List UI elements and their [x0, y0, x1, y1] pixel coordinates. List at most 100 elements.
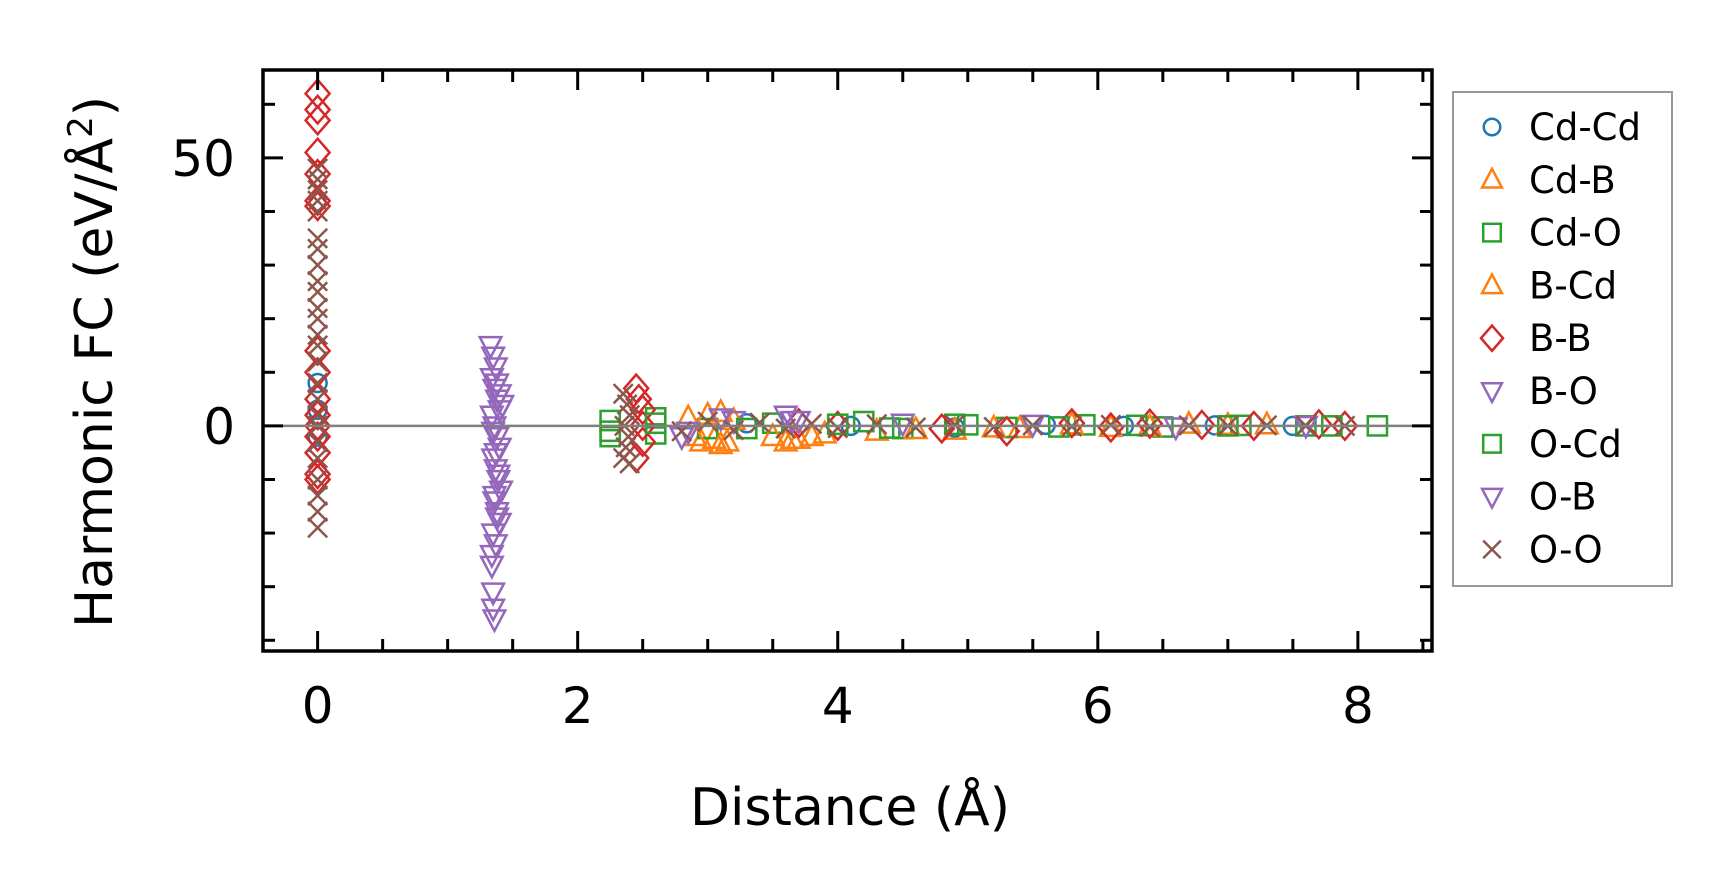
y-axis-label: Harmonic FC (eV/Å2)	[61, 96, 125, 628]
data-point-o-b	[484, 507, 510, 532]
data-point-o-o	[307, 404, 329, 426]
legend-marker-icon	[1480, 487, 1504, 511]
legend-marker-icon	[1480, 166, 1504, 189]
legend-label: Cd-B	[1529, 159, 1616, 202]
data-point-cd-cd	[307, 372, 328, 394]
data-point-o-b	[486, 400, 513, 425]
legend-item-b-o: B-O	[1480, 370, 1598, 413]
data-point-o-o	[307, 431, 329, 453]
data-point-o-o	[307, 517, 329, 539]
data-point-b-o	[478, 555, 505, 580]
data-point-o-b	[482, 443, 509, 468]
data-point-b-b	[303, 93, 332, 126]
legend-label: O-B	[1529, 476, 1597, 519]
data-point-cd-b	[941, 415, 968, 440]
data-point-b-o	[720, 410, 747, 436]
data-point-o-b	[1292, 415, 1319, 441]
data-point-o-o	[307, 168, 329, 190]
data-point-o-o	[307, 485, 329, 507]
data-point-o-o	[671, 420, 693, 442]
data-point-o-o	[307, 388, 329, 410]
data-point-o-o	[612, 383, 634, 405]
legend-marker-icon	[1482, 539, 1502, 560]
data-point-o-o	[307, 351, 329, 373]
data-point-b-b	[1097, 411, 1125, 444]
data-point-b-b	[303, 136, 332, 169]
data-point-cd-b	[1253, 410, 1280, 435]
data-point-o-cd	[644, 412, 667, 435]
data-point-o-o	[307, 297, 329, 319]
legend-label: B-O	[1529, 370, 1598, 413]
data-point-o-b	[707, 408, 734, 433]
data-point-o-b	[478, 544, 505, 570]
legend-item-cd-cd: Cd-Cd	[1482, 106, 1641, 149]
legend-item-o-cd: O-Cd	[1481, 423, 1622, 466]
data-point-o-b	[480, 421, 507, 446]
data-point-o-b	[1162, 417, 1189, 442]
data-point-o-o	[307, 254, 329, 276]
data-point-o-o	[307, 335, 329, 356]
data-point-o-b	[481, 485, 508, 511]
x-axis-label: Distance (Å)	[690, 776, 1010, 838]
data-point-o-o	[827, 417, 849, 439]
data-point-b-b	[625, 383, 653, 415]
data-point-b-b	[303, 463, 332, 496]
data-point-o-o	[801, 413, 823, 435]
data-point-b-b	[629, 394, 657, 426]
legend-label: O-O	[1529, 528, 1603, 571]
data-point-cd-o	[891, 417, 914, 440]
data-point-o-o	[697, 411, 719, 433]
data-point-cd-b	[714, 427, 741, 452]
data-point-o-o	[307, 201, 329, 222]
data-point-b-b	[1305, 408, 1333, 440]
legend-label: Cd-Cd	[1529, 106, 1641, 149]
y-tick-label: 50	[171, 130, 235, 188]
data-point-o-o	[905, 417, 927, 438]
data-point-b-b	[303, 420, 332, 453]
data-point-b-b	[1331, 410, 1359, 442]
data-point-b-o	[481, 609, 508, 634]
data-point-o-o	[723, 419, 745, 441]
data-point-o-o	[619, 404, 641, 426]
data-point-o-b	[480, 598, 507, 623]
data-point-o-o	[866, 413, 888, 435]
data-point-b-cd	[1214, 410, 1241, 436]
axis-ticks	[263, 70, 1432, 651]
data-point-o-o	[307, 270, 329, 292]
data-point-o-o	[307, 324, 329, 346]
legend-item-b-b: B-B	[1479, 317, 1592, 360]
data-point-b-b	[928, 412, 956, 445]
data-point-o-o	[775, 418, 797, 440]
data-point-o-o	[307, 238, 329, 260]
x-tick-label: 6	[1082, 677, 1114, 735]
legend-marker-icon	[1479, 323, 1505, 353]
legend-marker-icon	[1480, 382, 1504, 405]
data-point-b-b	[303, 335, 332, 367]
data-point-b-b	[303, 158, 332, 190]
legend-label: O-Cd	[1529, 423, 1622, 466]
data-point-b-b	[303, 458, 332, 490]
data-point-o-o	[307, 179, 329, 201]
legend-item-b-cd: B-Cd	[1480, 264, 1617, 307]
data-point-o-o	[307, 308, 329, 330]
y-tick-label: 0	[203, 398, 235, 456]
x-tick-label: 8	[1342, 677, 1374, 735]
data-point-b-cd	[1058, 410, 1085, 435]
legend-marker-icon	[1481, 433, 1503, 454]
data-point-b-b	[303, 190, 332, 222]
data-point-o-cd	[735, 417, 758, 440]
x-tick-label: 0	[302, 677, 334, 735]
data-point-o-b	[485, 464, 512, 489]
data-point-o-o	[307, 501, 329, 523]
data-markers	[303, 77, 1389, 634]
legend-item-cd-b: Cd-B	[1480, 159, 1616, 202]
legend: Cd-Cd Cd-B Cd-O B-Cd B-B B-O O-Cd O-B O-O	[1452, 91, 1673, 587]
x-tick-labels: 0 2 4 6 8	[302, 677, 1374, 735]
data-point-cd-o	[943, 413, 966, 436]
plot-frame	[261, 68, 1434, 653]
data-point-o-o	[749, 412, 771, 434]
data-point-b-b	[303, 185, 332, 217]
data-point-o-o	[307, 227, 329, 249]
data-point-o-o	[307, 469, 329, 490]
